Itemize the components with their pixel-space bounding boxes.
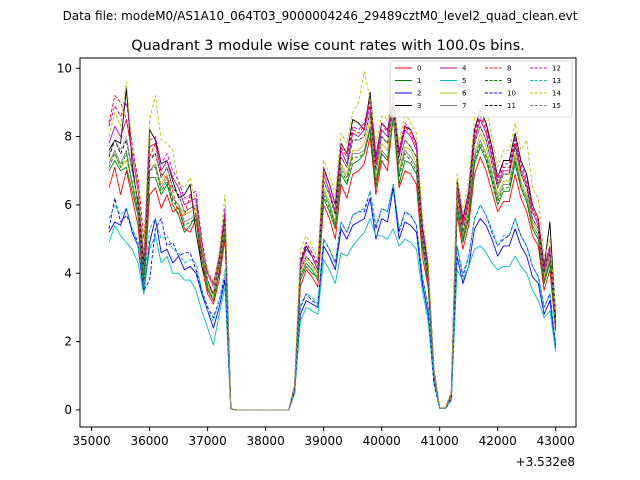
chart-title: Quadrant 3 module wise count rates with … (131, 38, 525, 54)
x-tick-label-1: 36000 (131, 434, 169, 448)
legend-label-2: 2 (417, 90, 421, 98)
x-tick-label-7: 42000 (479, 434, 517, 448)
legend-label-14: 14 (552, 90, 561, 98)
axes-frame (79, 57, 577, 428)
y-tick-label-3: 6 (64, 198, 72, 212)
legend-label-5: 5 (462, 77, 466, 85)
legend-label-3: 3 (417, 102, 421, 110)
y-tick-label-2: 4 (64, 266, 72, 280)
x-tick-label-3: 38000 (247, 434, 285, 448)
series-line-6 (108, 108, 557, 411)
series-line-5 (108, 218, 557, 411)
series-line-1 (108, 115, 557, 411)
legend-label-9: 9 (507, 77, 511, 85)
legend-box (389, 60, 573, 118)
series-line-4 (108, 101, 557, 411)
x-tick-label-2: 37000 (189, 434, 227, 448)
legend-label-13: 13 (552, 77, 561, 85)
legend-label-0: 0 (417, 65, 421, 73)
legend-label-4: 4 (462, 65, 467, 73)
legend-label-8: 8 (507, 65, 511, 73)
y-tick-label-4: 8 (64, 130, 72, 144)
x-tick-label-6: 41000 (421, 434, 459, 448)
series-line-7 (108, 115, 557, 411)
legend-label-6: 6 (462, 90, 467, 98)
x-tick-label-4: 39000 (305, 434, 343, 448)
legend-label-10: 10 (507, 90, 516, 98)
series-line-0 (108, 115, 557, 411)
legend-label-12: 12 (552, 65, 561, 73)
x-tick-label-8: 43000 (537, 434, 575, 448)
x-tick-label-5: 40000 (363, 434, 401, 448)
series-line-9 (108, 119, 557, 411)
ticks-layer: 35000 36000 37000 38000 39000 40000 41000 42000… (57, 61, 575, 448)
legend-label-7: 7 (462, 102, 466, 110)
legend-label-11: 11 (507, 102, 516, 110)
x-tick-label-0: 35000 (73, 434, 111, 448)
series-layer (108, 71, 557, 411)
y-tick-label-5: 10 (57, 61, 72, 75)
y-tick-label-0: 0 (64, 403, 72, 417)
y-tick-label-1: 2 (64, 335, 72, 349)
x-offset-label: +3.532e8 (516, 455, 575, 469)
series-line-2 (108, 187, 557, 411)
series-line-15 (108, 105, 557, 411)
legend-label-15: 15 (552, 102, 561, 110)
figure-suptitle: Data file: modeM0/AS1A10_064T03_90000042… (63, 9, 578, 23)
legend-label-1: 1 (417, 77, 421, 85)
series-line-13 (108, 183, 557, 411)
